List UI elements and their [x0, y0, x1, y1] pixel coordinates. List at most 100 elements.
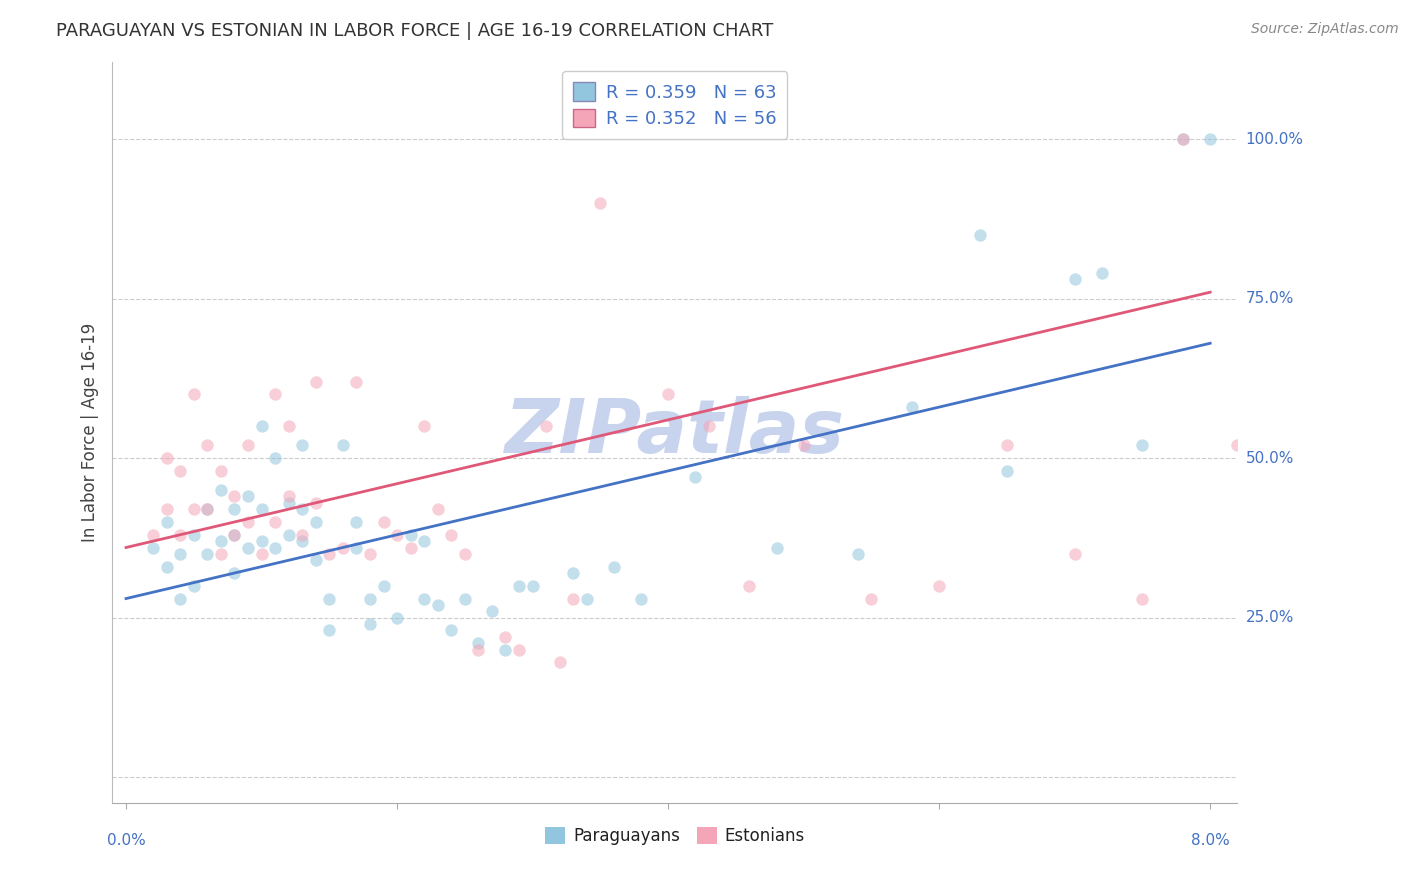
Point: [224, 490, 246, 504]
Point: [373, 515, 395, 529]
Point: [467, 636, 489, 650]
Point: [399, 541, 422, 555]
Point: [969, 227, 991, 242]
Point: [291, 502, 314, 516]
Point: [332, 541, 354, 555]
Point: [277, 527, 299, 541]
Point: [385, 611, 408, 625]
Point: [250, 419, 273, 434]
Point: [291, 534, 314, 549]
Point: [277, 419, 299, 434]
Point: [440, 624, 463, 638]
Point: [264, 541, 287, 555]
Point: [1171, 132, 1194, 146]
Point: [264, 451, 287, 466]
Point: [277, 490, 299, 504]
Point: [495, 642, 517, 657]
Text: 8.0%: 8.0%: [1191, 833, 1230, 848]
Point: [236, 490, 259, 504]
Point: [1091, 266, 1114, 280]
Point: [236, 541, 259, 555]
Point: [1171, 132, 1194, 146]
Point: [318, 624, 340, 638]
Point: [481, 604, 503, 618]
Point: [195, 502, 218, 516]
Point: [413, 591, 436, 606]
Point: [928, 579, 950, 593]
Point: [359, 547, 381, 561]
Point: [508, 642, 530, 657]
Point: [305, 375, 328, 389]
Point: [156, 451, 179, 466]
Point: [1226, 438, 1249, 452]
Point: [373, 579, 395, 593]
Text: ZIPatlas: ZIPatlas: [505, 396, 845, 469]
Point: [454, 591, 477, 606]
Point: [901, 400, 924, 414]
Point: [630, 591, 652, 606]
Point: [548, 656, 571, 670]
Point: [657, 387, 679, 401]
Point: [534, 419, 557, 434]
Point: [454, 547, 477, 561]
Point: [413, 534, 436, 549]
Text: 25.0%: 25.0%: [1246, 610, 1294, 625]
Point: [440, 527, 463, 541]
Point: [765, 541, 787, 555]
Text: 50.0%: 50.0%: [1246, 450, 1294, 466]
Point: [1334, 432, 1357, 446]
Point: [385, 527, 408, 541]
Point: [142, 541, 165, 555]
Point: [183, 502, 205, 516]
Point: [277, 496, 299, 510]
Point: [860, 591, 883, 606]
Point: [305, 496, 328, 510]
Point: [236, 438, 259, 452]
Point: [1132, 438, 1154, 452]
Point: [683, 470, 706, 484]
Point: [589, 195, 612, 210]
Point: [846, 547, 869, 561]
Point: [697, 419, 720, 434]
Point: [195, 438, 218, 452]
Point: [399, 527, 422, 541]
Point: [1063, 272, 1085, 286]
Point: [495, 630, 517, 644]
Point: [250, 547, 273, 561]
Point: [413, 419, 436, 434]
Point: [1308, 591, 1330, 606]
Point: [305, 553, 328, 567]
Point: [426, 502, 449, 516]
Point: [209, 534, 232, 549]
Point: [236, 515, 259, 529]
Point: [264, 387, 287, 401]
Point: [195, 547, 218, 561]
Point: [522, 579, 544, 593]
Point: [183, 579, 205, 593]
Point: [562, 591, 585, 606]
Point: [318, 547, 340, 561]
Point: [224, 502, 246, 516]
Point: [508, 579, 530, 593]
Point: [209, 483, 232, 497]
Point: [169, 464, 191, 478]
Text: 100.0%: 100.0%: [1246, 131, 1303, 146]
Point: [224, 527, 246, 541]
Point: [169, 547, 191, 561]
Point: [1199, 132, 1222, 146]
Point: [1063, 547, 1085, 561]
Point: [195, 502, 218, 516]
Point: [291, 438, 314, 452]
Point: [995, 438, 1018, 452]
Point: [426, 598, 449, 612]
Point: [183, 387, 205, 401]
Legend: Paraguayans, Estonians: Paraguayans, Estonians: [536, 819, 814, 854]
Point: [738, 579, 761, 593]
Point: [209, 547, 232, 561]
Point: [575, 591, 598, 606]
Point: [318, 591, 340, 606]
Point: [250, 534, 273, 549]
Point: [359, 617, 381, 632]
Point: [250, 502, 273, 516]
Point: [344, 515, 367, 529]
